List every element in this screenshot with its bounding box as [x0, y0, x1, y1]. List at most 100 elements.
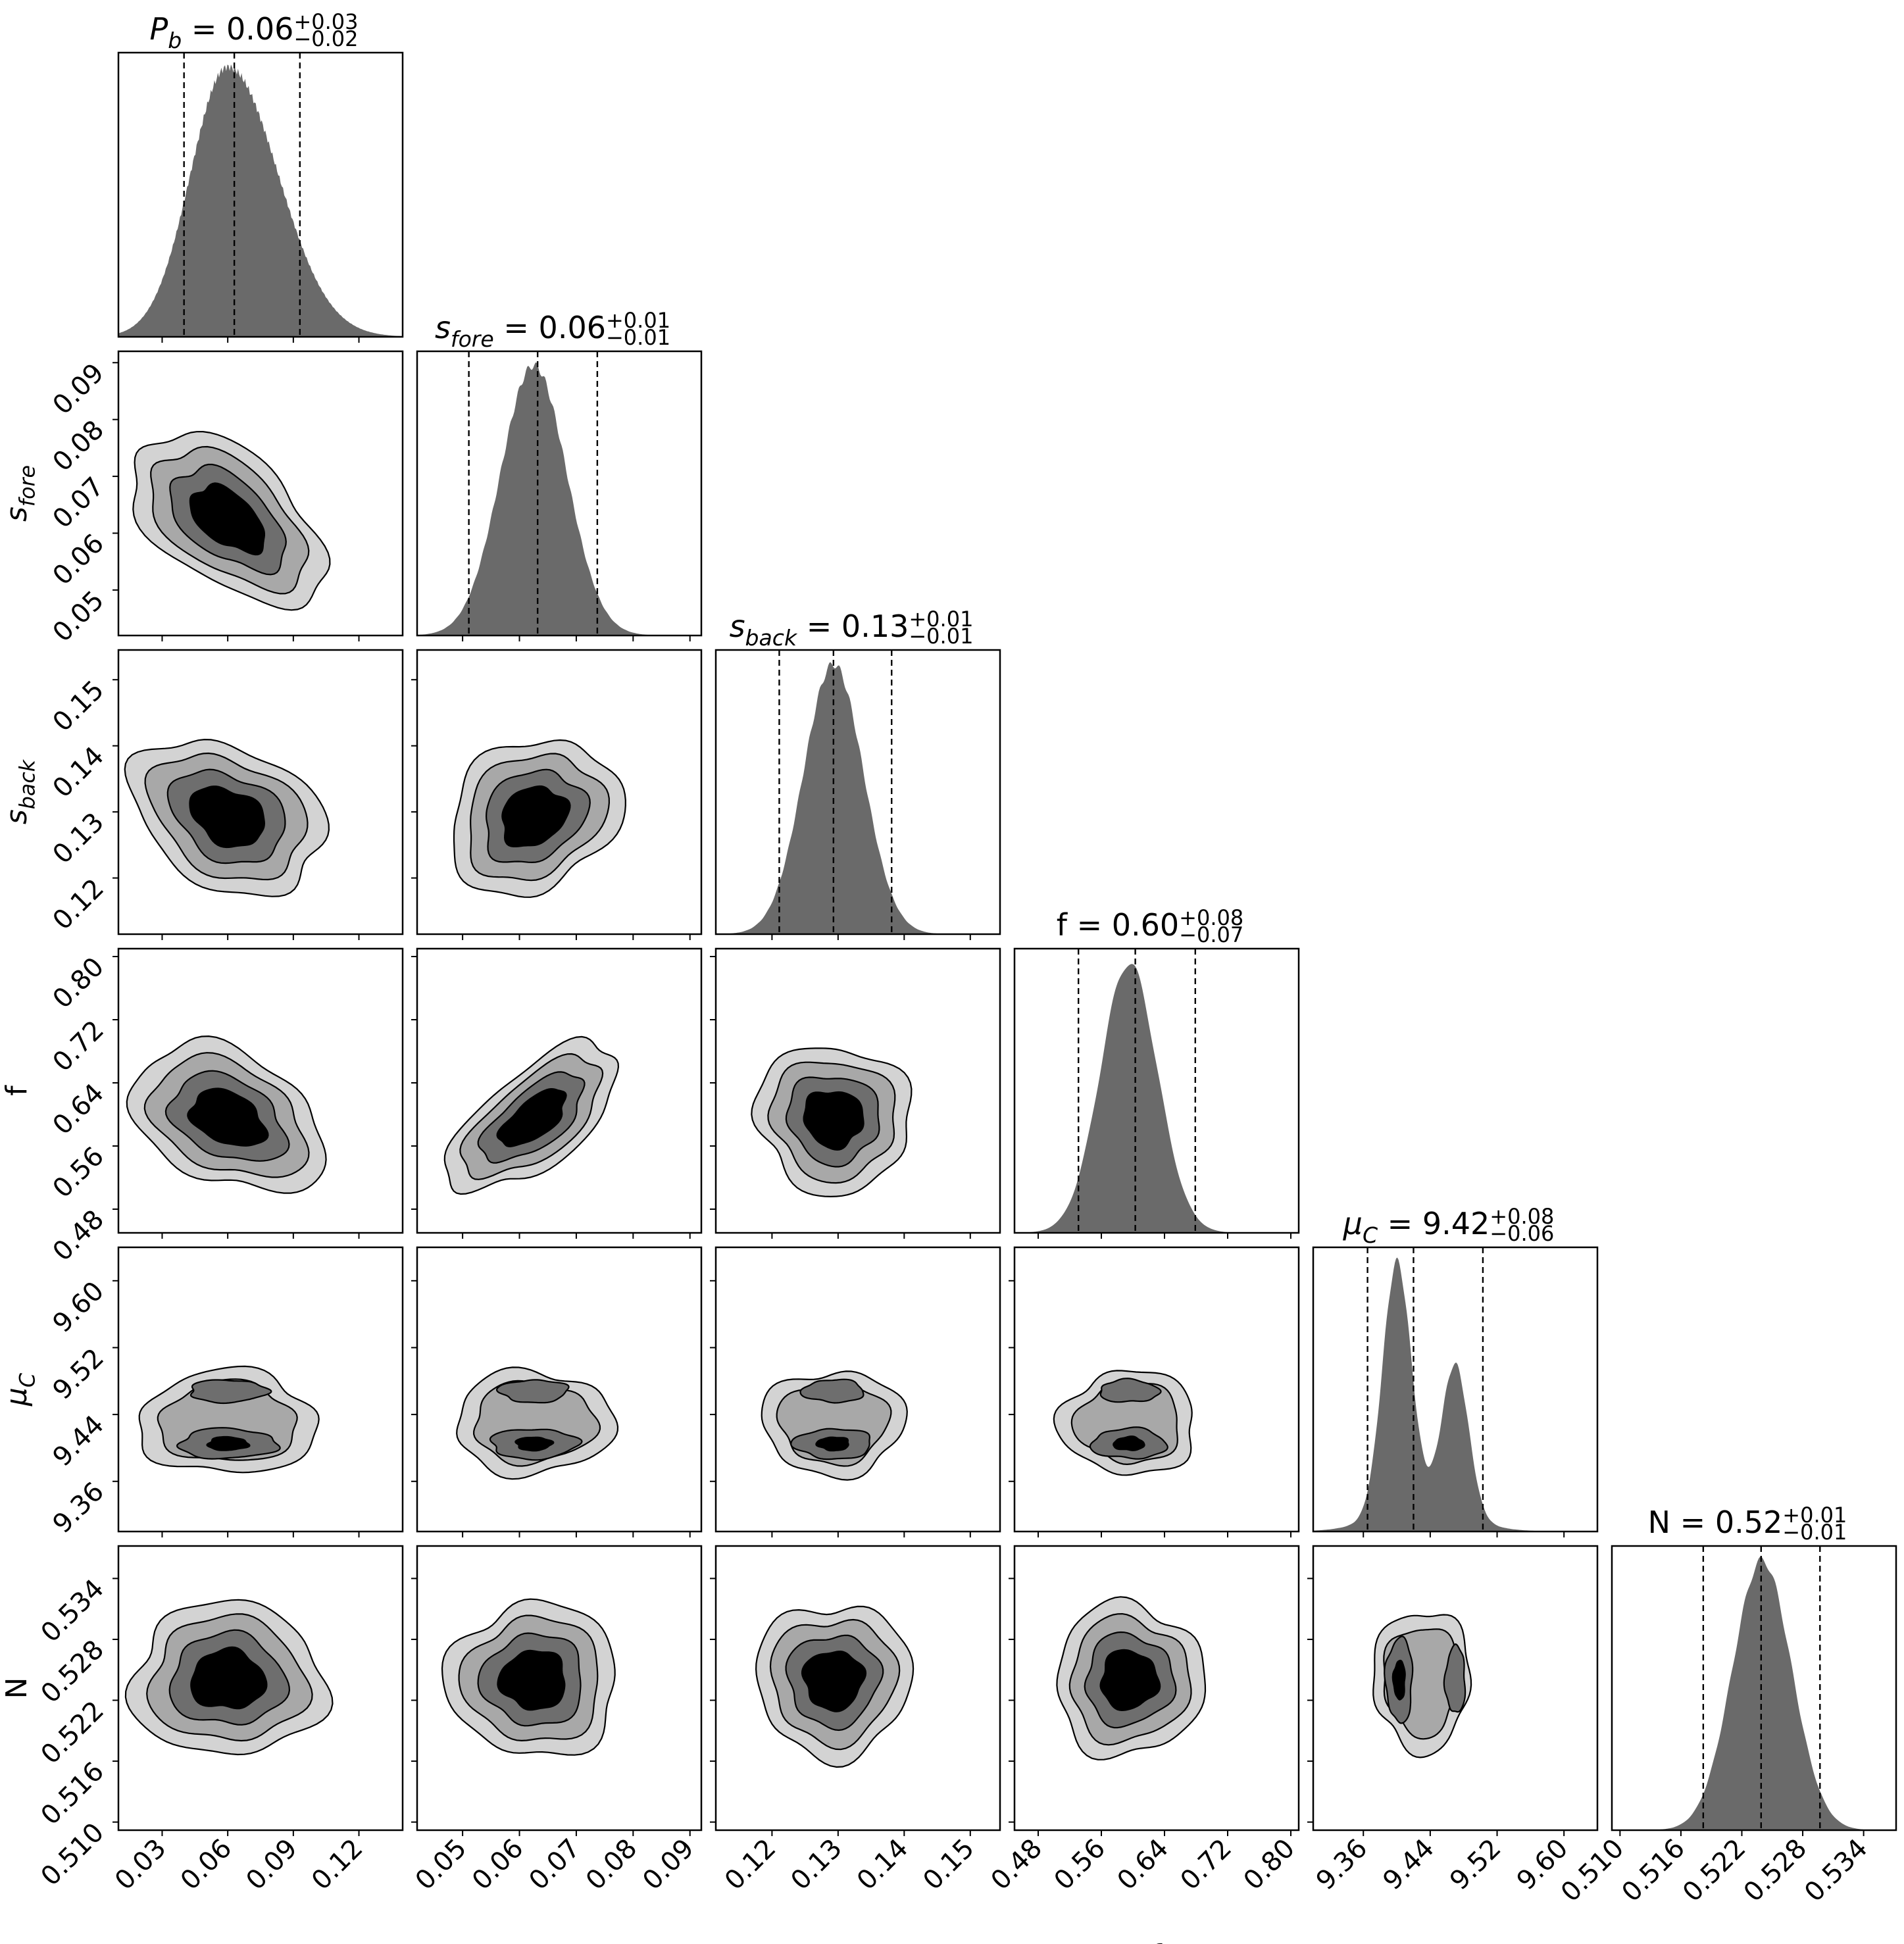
panel-title: f = 0.60+0.08 — [1057, 905, 1243, 943]
y-tick-label: 0.534 — [36, 1574, 111, 1649]
panel-frame — [117, 350, 404, 637]
label-base: f — [1057, 907, 1068, 943]
y-axis-title-sfore: sfore — [0, 465, 39, 522]
panel-frame — [117, 649, 404, 935]
panel-frame — [1013, 947, 1300, 1234]
x-tick-label: 0.80 — [1238, 1833, 1301, 1897]
panel-title-minus: −0.01 — [909, 624, 973, 649]
histogram-fill — [1015, 964, 1299, 1233]
panel-title-minus: −0.02 — [293, 26, 358, 51]
contour-level-4 — [1113, 1435, 1145, 1451]
x-tick-label: 0.12 — [719, 1833, 782, 1897]
panel-title: N = 0.52+0.01 — [1648, 1503, 1847, 1540]
contour-level-4 — [803, 1091, 864, 1151]
label-base: s — [0, 507, 34, 522]
contour-panel-sfore-sback — [416, 649, 703, 935]
y-tick-label: 0.522 — [36, 1695, 111, 1770]
panel-title-value: = 0.13 — [797, 609, 909, 644]
panel-title-plus: +0.03 — [293, 9, 358, 34]
contour-level-3b — [189, 1379, 272, 1405]
contour-panel-sback-muC — [714, 1246, 1001, 1533]
x-tick-label: 0.14 — [851, 1833, 914, 1897]
x-axis-title-muC: μC — [1438, 1939, 1472, 1944]
y-tick-label: 0.06 — [47, 528, 111, 591]
panel-title: μC = 9.42+0.08 — [1343, 1204, 1555, 1248]
label-base: s — [531, 1939, 546, 1944]
label-base: N — [0, 1678, 34, 1699]
panel-frame — [714, 1545, 1001, 1832]
panel-title-value: = 0.06 — [182, 11, 293, 47]
y-tick-label: 9.44 — [47, 1410, 111, 1473]
contour-level-4 — [501, 785, 571, 847]
label-subscript: fore — [16, 465, 39, 507]
contour-set — [124, 1599, 334, 1756]
panel-frame — [416, 350, 703, 637]
x-tick-label: 0.12 — [306, 1833, 369, 1897]
contour-panel-Pb-sfore — [117, 350, 404, 637]
histogram-panel-Pb: Pb = 0.06+0.03−0.02 — [117, 9, 404, 338]
y-tick-label: 0.13 — [47, 807, 111, 870]
x-axis-title-sback: sback — [826, 1939, 891, 1944]
histogram-panel-f: f = 0.60+0.08−0.07 — [1013, 905, 1300, 1234]
x-tick-label: 0.09 — [637, 1833, 700, 1897]
panel-title-plus: +0.08 — [1490, 1204, 1554, 1229]
contour-panel-sback-f — [714, 947, 1001, 1234]
panel-title-value: = 0.52 — [1670, 1505, 1782, 1540]
label-base: s — [730, 609, 745, 644]
x-tick-label: 0.06 — [175, 1833, 238, 1897]
y-tick-label: 0.516 — [36, 1757, 111, 1832]
histogram-fill — [716, 662, 1000, 934]
panel-title: sback = 0.13+0.01 — [730, 607, 974, 651]
contour-panel-f-muC — [1013, 1246, 1300, 1533]
y-axis-title-sback: sback — [0, 759, 39, 824]
histogram-fill — [1612, 1557, 1896, 1830]
label-base: s — [435, 310, 451, 345]
contour-panel-sback-N — [714, 1545, 1001, 1832]
panel-frame — [117, 1246, 404, 1533]
x-tick-label: 9.52 — [1444, 1833, 1507, 1897]
panel-title-value: = 9.42 — [1378, 1206, 1490, 1241]
contour-panel-Pb-sback — [117, 649, 404, 935]
contour-panel-Pb-N — [117, 1545, 404, 1832]
x-tick-label: 0.06 — [466, 1833, 530, 1897]
panel-frame — [714, 947, 1001, 1234]
contour-level-4 — [815, 1436, 849, 1452]
x-tick-label: 9.44 — [1377, 1833, 1440, 1897]
y-axis-title-N: N — [0, 1678, 34, 1699]
panel-frame — [117, 947, 404, 1234]
y-tick-label: 0.48 — [47, 1205, 111, 1268]
contour-level-4 — [801, 1650, 867, 1712]
contour-level-3b — [1443, 1643, 1466, 1713]
panel-title-minus: −0.06 — [1490, 1221, 1554, 1246]
contour-set — [138, 1365, 320, 1474]
contour-set — [441, 1598, 616, 1756]
x-tick-label: 0.522 — [1677, 1833, 1752, 1908]
panel-title-plus: +0.01 — [1782, 1503, 1847, 1528]
panel-frame — [117, 1545, 404, 1832]
contour-set — [443, 1035, 620, 1195]
histogram-fill — [417, 362, 701, 636]
y-axis-title-muC: μC — [0, 1372, 39, 1407]
panel-frame — [416, 649, 703, 935]
label-subscript: back — [16, 759, 39, 809]
y-tick-label: 0.05 — [47, 585, 111, 648]
panel-frame — [1611, 1545, 1897, 1832]
panel-frame — [1312, 1545, 1599, 1832]
contour-panel-sfore-muC — [416, 1246, 703, 1533]
label-base: f — [0, 1085, 34, 1096]
x-tick-label: 9.36 — [1311, 1833, 1374, 1897]
contour-set — [1053, 1370, 1193, 1476]
contour-level-3b — [1099, 1378, 1162, 1403]
histogram-panel-sfore: sfore = 0.06+0.01−0.01 — [416, 308, 703, 637]
x-tick-label: 0.516 — [1616, 1833, 1691, 1908]
y-tick-label: 0.64 — [47, 1078, 111, 1141]
y-tick-label: 0.72 — [47, 1015, 111, 1078]
histogram-fill — [1313, 1257, 1597, 1532]
panel-frame — [714, 649, 1001, 935]
x-axis-title-f: f — [1151, 1939, 1163, 1944]
label-base: μ — [1438, 1939, 1457, 1944]
panel-title-value: = 0.60 — [1067, 907, 1179, 943]
y-tick-label: 0.56 — [47, 1141, 111, 1205]
panel-title-plus: +0.01 — [909, 607, 973, 632]
y-tick-label: 0.12 — [47, 873, 111, 936]
